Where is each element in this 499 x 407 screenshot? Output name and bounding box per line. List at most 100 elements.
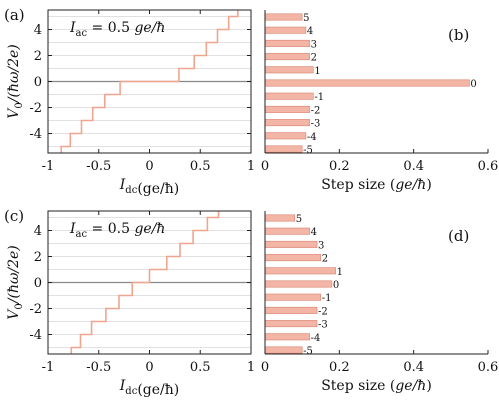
label-part: /(ħω/2e) [6,44,22,104]
step-curve [70,211,220,354]
bar [264,26,307,34]
x-tick-label: 0 [145,360,153,375]
bar-label: 1 [314,66,320,77]
y-tick-label: 2 [34,49,42,64]
x-tick-label: 0.4 [403,159,424,174]
annotation-label: Iac = 0.5 ge/ħ [69,20,165,39]
bar-label: -2 [311,105,321,116]
bar [264,132,307,140]
annotation-part: ge/ħ [134,20,165,36]
x-tick-label: 0.2 [329,159,350,174]
x-tick-label: 0.2 [329,360,350,375]
x-tick-label: -0.5 [86,360,111,375]
x-tick-label: -1 [42,360,55,375]
bar [264,306,318,314]
bar [264,240,318,248]
bar [264,119,310,127]
label-part: ) [426,378,431,394]
bar-label: 4 [311,227,317,238]
bar [264,280,333,288]
label-part: I [119,378,126,394]
y-tick-label: 4 [34,23,42,38]
label-part: ge/ħ [395,177,426,193]
label-part: 0 [14,303,25,309]
bar-label: -4 [307,132,317,143]
label-part: /(ħω/2e) [6,245,22,305]
panel-label: (a) [4,6,25,24]
annotation-part: ac [76,229,88,240]
bar-label: -1 [322,293,332,304]
label-part: dc [125,185,137,196]
x-tick-label: 0 [261,360,269,375]
bar [264,105,310,113]
bar-label: -5 [303,346,313,357]
annotation-part: = 0.5 [87,221,134,237]
label-part: Step size ( [321,177,395,193]
bar-label: 2 [311,53,317,64]
x-tick-label: 0.5 [190,360,211,375]
y-axis-label: V0/(ħω/2e) [6,245,25,319]
bar [264,267,336,275]
bar [264,214,296,222]
label-part: Step size ( [321,378,395,394]
bar [264,145,303,153]
x-axis-label: Idc(ge/ħ) [119,378,179,398]
bar-label: -3 [318,320,328,331]
x-axis-label: Step size (ge/ħ) [321,177,432,193]
x-axis-label: Idc(ge/ħ) [119,177,179,197]
y-tick-label: 2 [34,250,42,265]
label-part: V [6,107,22,119]
panel-label: (d) [448,227,469,245]
bar [264,254,322,262]
y-tick-label: 0 [34,75,42,90]
bar-label: -2 [318,306,328,317]
bar [264,79,470,87]
y-tick-label: -4 [29,127,42,142]
annotation-part: ge/ħ [134,221,165,237]
bar-label: 5 [296,214,302,225]
x-tick-label: 1 [247,159,255,174]
annotation-label: Iac = 0.5 ge/ħ [69,221,165,240]
bar [264,346,303,354]
bar [264,66,314,74]
bar-label: 3 [311,39,317,50]
y-tick-label: -2 [29,302,42,317]
label-part: V [6,308,22,320]
panel-label: (c) [4,207,24,225]
x-tick-label: -0.5 [86,159,111,174]
bar-label: 1 [337,267,343,278]
y-tick-label: -4 [29,328,42,343]
bar [264,333,310,341]
step-curve [60,10,239,153]
y-axis-label: V0/(ħω/2e) [6,44,25,118]
annotation-part: I [69,221,76,237]
bar-label: 3 [318,240,324,251]
bar [264,13,303,21]
x-axis-label: Step size (ge/ħ) [321,378,432,394]
bar [264,39,310,47]
x-tick-label: 1 [247,360,255,375]
bar-label: 0 [470,79,476,90]
x-tick-label: 0.6 [478,360,499,375]
panel-label: (b) [448,26,469,44]
bar-label: -3 [311,119,321,130]
x-tick-label: 0.6 [478,159,499,174]
bar [264,227,310,235]
annotation-part: = 0.5 [87,20,134,36]
label-part: I [119,177,126,193]
y-tick-label: 4 [34,224,42,239]
y-tick-label: 0 [34,276,42,291]
label-part: ) [426,177,431,193]
bar-label: 0 [333,280,339,291]
bar-label: -4 [311,333,321,344]
bar-label: -5 [303,145,313,156]
bar [264,293,322,301]
label-part: 0 [14,102,25,108]
label-part: (ge/ħ) [137,181,179,197]
bar [264,92,314,100]
bar-label: -1 [314,92,324,103]
label-part: dc [125,386,137,397]
x-tick-label: 0 [145,159,153,174]
annotation-part: ac [76,28,88,39]
